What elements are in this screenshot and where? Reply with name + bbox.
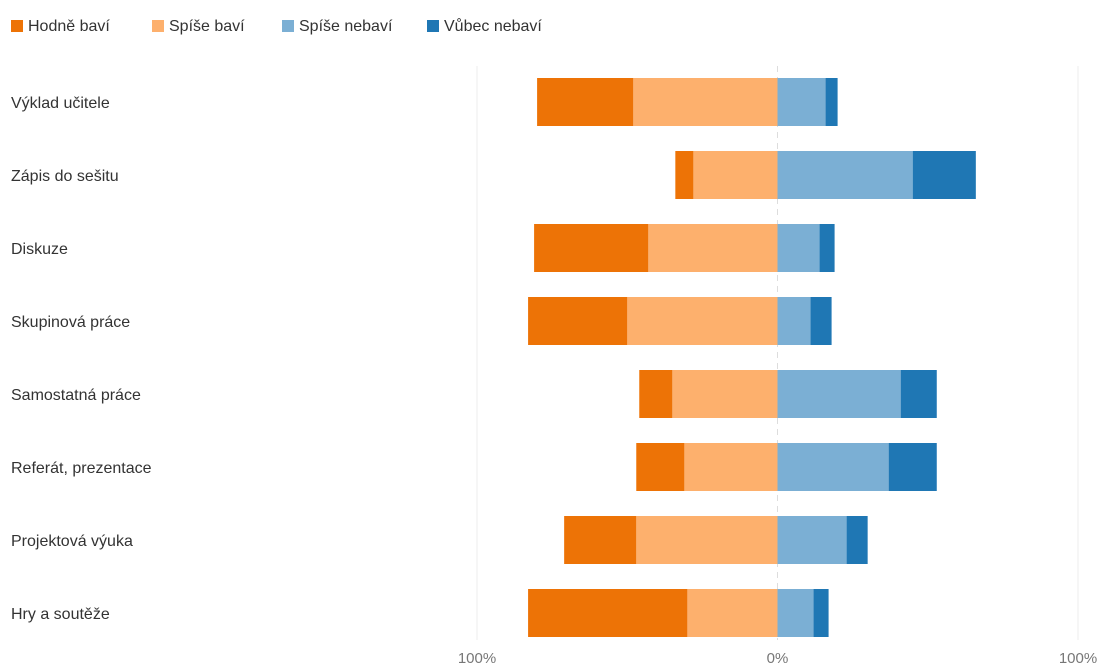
bar-segment <box>636 516 777 564</box>
bar-segment <box>778 370 901 418</box>
category-label: Skupinová práce <box>11 314 130 331</box>
bar-segment <box>564 516 636 564</box>
legend-label: Spíše baví <box>169 18 245 35</box>
legend-swatch <box>282 20 294 32</box>
legend-item[interactable]: Vůbec nebaví <box>427 17 542 35</box>
x-tick-label: 100% <box>458 650 496 666</box>
legend-item[interactable]: Hodně baví <box>11 18 110 35</box>
legend-item[interactable]: Spíše nebaví <box>282 18 393 35</box>
category-labels: Výklad učitele Zápis do sešitu Diskuze Skup… <box>11 95 152 623</box>
bar-segment <box>811 297 832 345</box>
bar-segment <box>778 297 811 345</box>
bar-segment <box>901 370 937 418</box>
legend-label: Hodně baví <box>28 18 110 35</box>
bar-segment <box>528 589 687 637</box>
bar-segment <box>648 224 777 272</box>
bar-segment <box>889 443 937 491</box>
x-tick-label: 0% <box>767 650 789 666</box>
bar-segment <box>693 151 777 199</box>
bar-segment <box>826 78 838 126</box>
bar-segment <box>778 589 814 637</box>
category-label: Referát, prezentace <box>11 460 152 477</box>
bar-segment <box>820 224 835 272</box>
legend-item[interactable]: Spíše baví <box>152 18 245 35</box>
bar-segment <box>687 589 777 637</box>
category-label: Zápis do sešitu <box>11 168 119 185</box>
bar-segment <box>534 224 648 272</box>
legend-swatch <box>152 20 164 32</box>
bars <box>528 78 976 637</box>
bar-segment <box>672 370 777 418</box>
bar-segment <box>778 151 913 199</box>
x-tick-labels: 100% 0% 100% <box>458 650 1097 666</box>
bar-segment <box>528 297 627 345</box>
bar-segment <box>537 78 633 126</box>
bar-segment <box>778 224 820 272</box>
bar-segment <box>636 443 684 491</box>
bar-segment <box>778 443 889 491</box>
category-label: Projektová výuka <box>11 533 133 550</box>
category-label: Hry a soutěže <box>11 606 110 623</box>
bar-segment <box>675 151 693 199</box>
legend-swatch <box>11 20 23 32</box>
x-tick-label: 100% <box>1059 650 1097 666</box>
bar-segment <box>684 443 777 491</box>
legend[interactable]: Hodně baví Spíše baví Spíše nebaví Vůbec ne… <box>11 17 542 35</box>
bar-segment <box>778 516 847 564</box>
bar-segment <box>633 78 777 126</box>
legend-swatch <box>427 20 439 32</box>
category-label: Výklad učitele <box>11 95 110 112</box>
category-label: Samostatná práce <box>11 387 141 404</box>
bar-segment <box>627 297 777 345</box>
bar-segment <box>913 151 976 199</box>
legend-label: Spíše nebaví <box>299 18 393 35</box>
bar-segment <box>814 589 829 637</box>
bar-segment <box>778 78 826 126</box>
legend-label: Vůbec nebaví <box>444 17 542 35</box>
category-label: Diskuze <box>11 241 68 258</box>
bar-segment <box>639 370 672 418</box>
bar-segment <box>847 516 868 564</box>
